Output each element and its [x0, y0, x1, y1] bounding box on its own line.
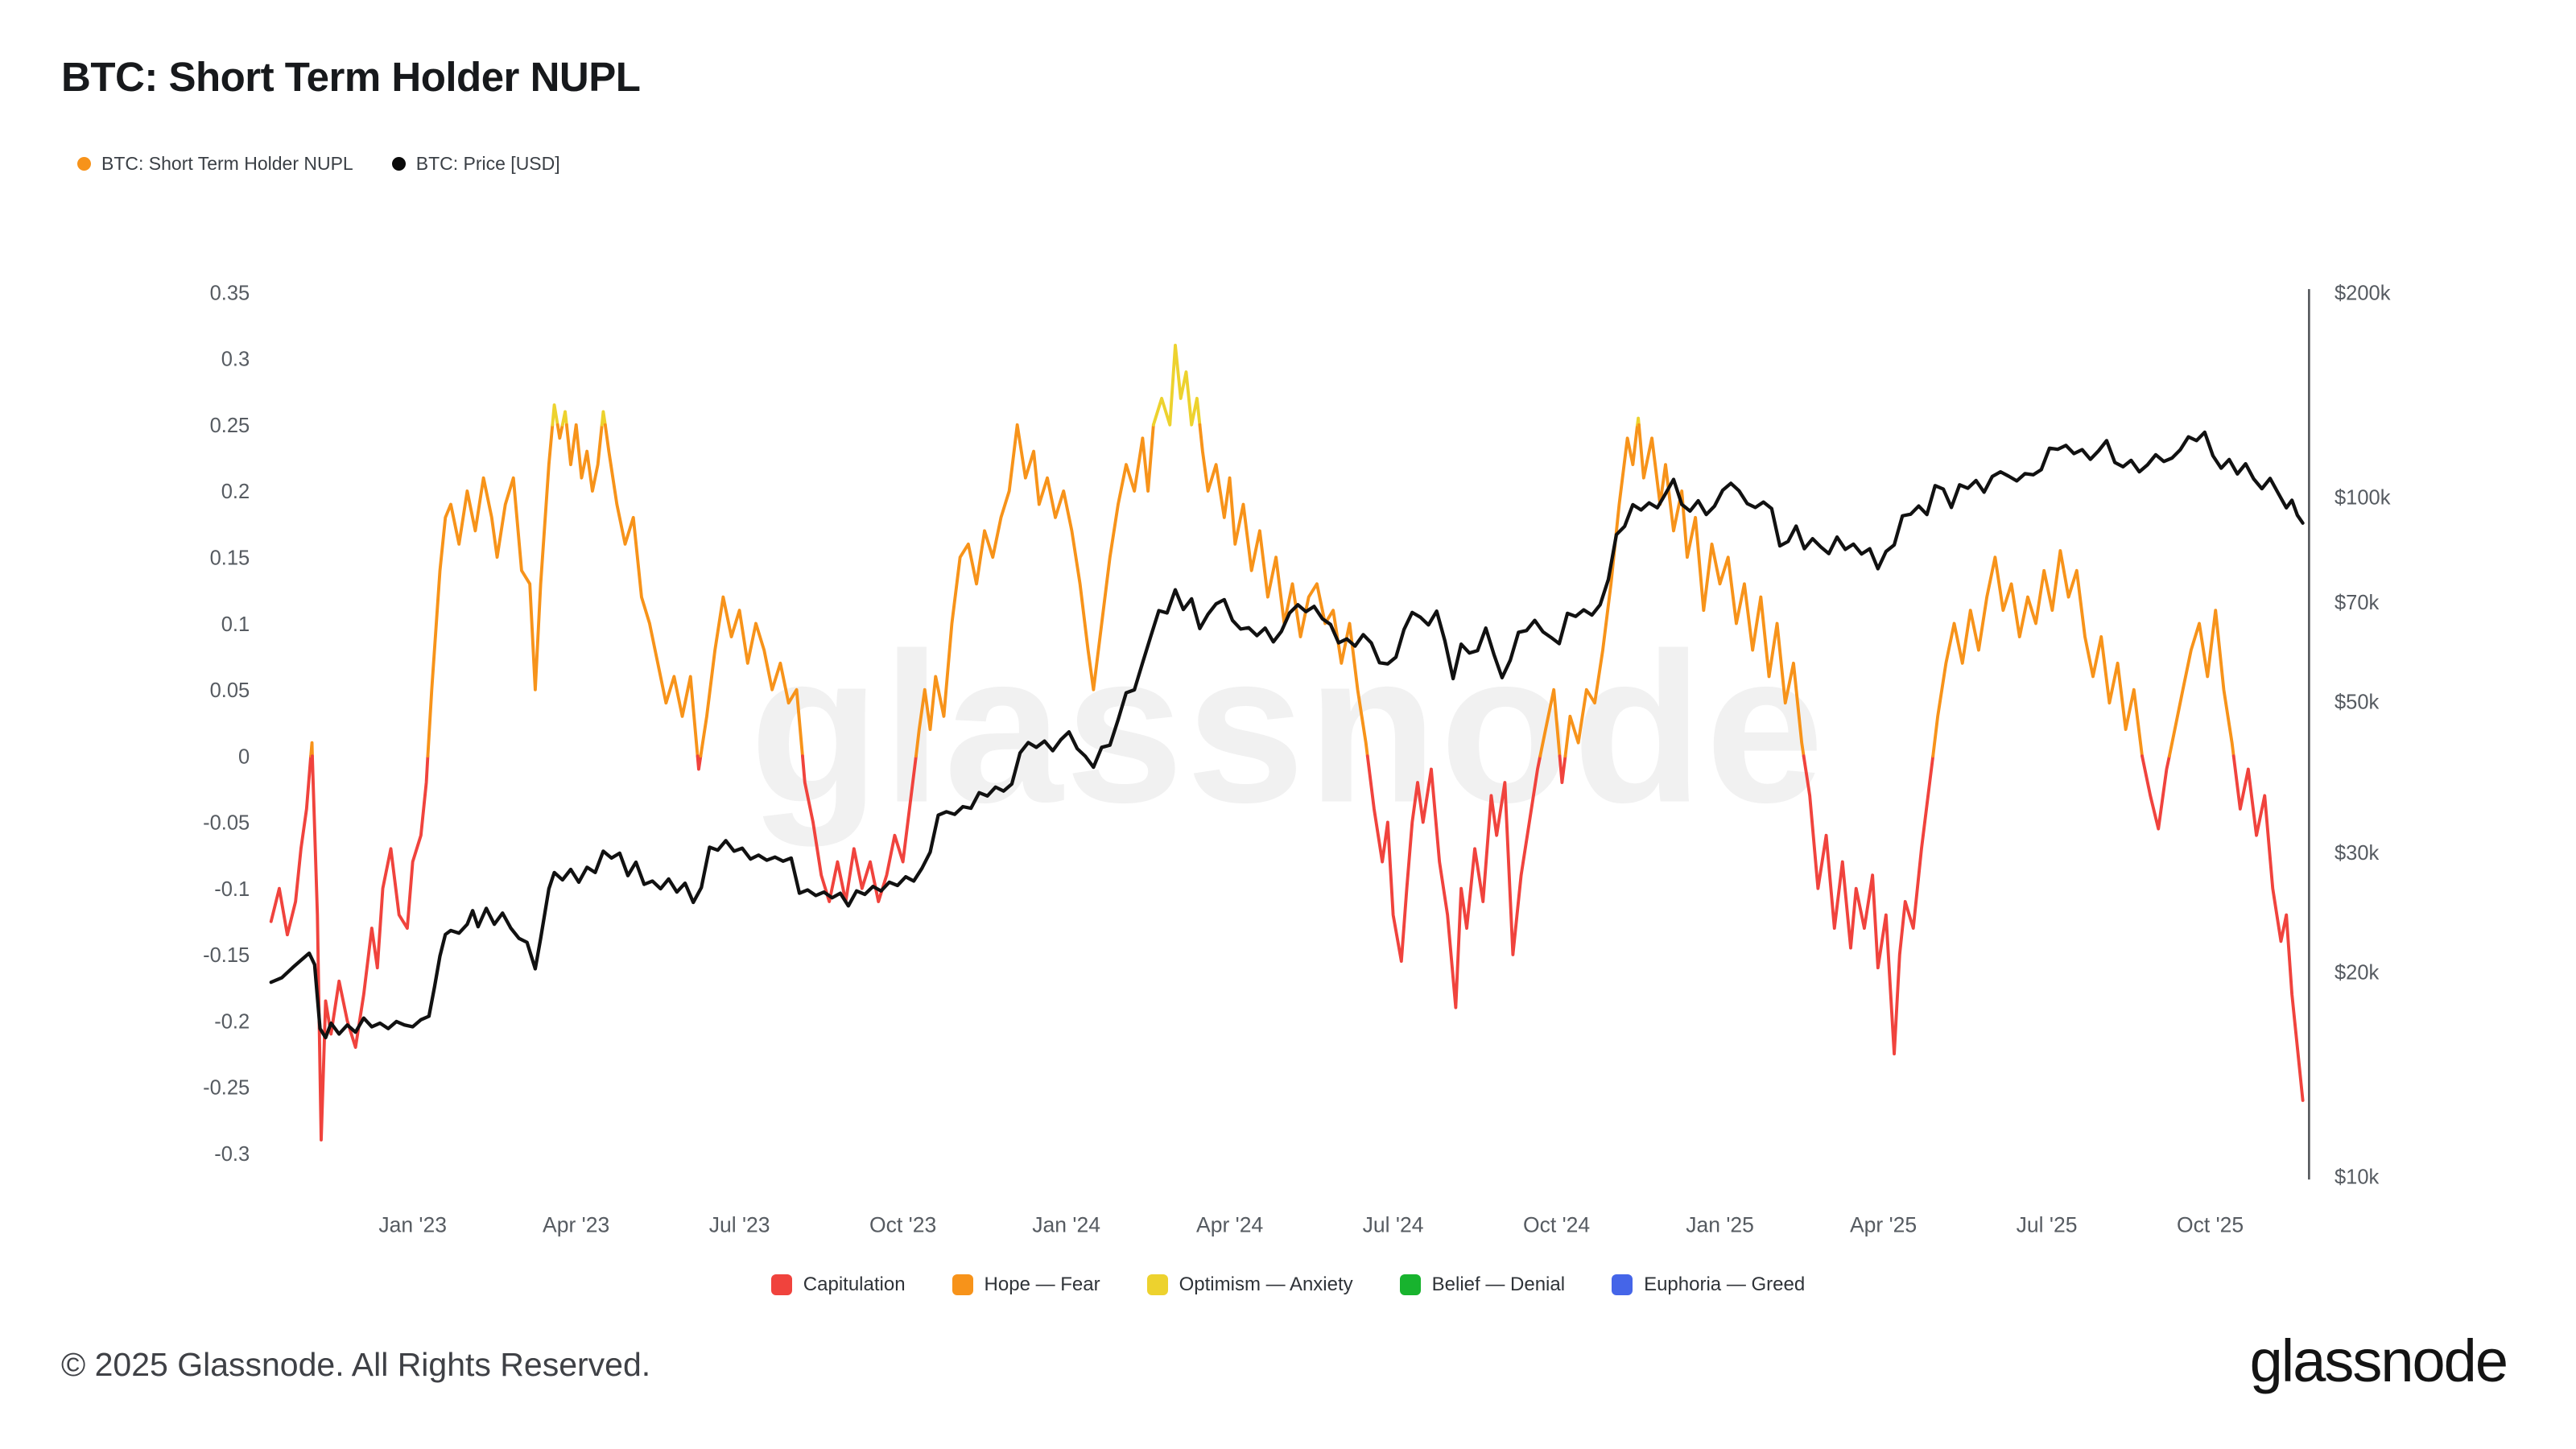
nupl-series-path — [560, 410, 568, 427]
nupl-series-path — [1538, 687, 1562, 758]
legend-label: Capitulation — [803, 1274, 906, 1295]
glassnode-logo: glassnode — [2249, 1327, 2508, 1394]
left-axis-tick-label: -0.1 — [214, 878, 250, 901]
left-axis-tick-label: 0.3 — [221, 349, 250, 371]
nupl-series-path — [564, 423, 604, 493]
nupl-series-path — [426, 423, 555, 758]
nupl-series-path — [1802, 754, 1935, 1056]
legend-label: Belief — Denial — [1431, 1274, 1566, 1295]
legend-label: BTC: Price [USD] — [415, 153, 560, 174]
legend-label: Euphoria — Greed — [1644, 1274, 1806, 1295]
legend-swatch-icon — [770, 1274, 792, 1295]
legend-swatch-icon — [1399, 1274, 1421, 1295]
x-axis-tick-label: Jan '23 — [378, 1213, 447, 1237]
series-legend: BTC: Short Term Holder NUPL BTC: Price [U… — [77, 153, 560, 175]
nupl-series-path — [1636, 416, 1641, 427]
left-axis-tick-label: 0.1 — [221, 613, 250, 636]
nupl-series-path — [2140, 754, 2171, 831]
legend-label: BTC: Short Term Holder NUPL — [101, 153, 353, 174]
legend-label: Optimism — Anxiety — [1179, 1274, 1353, 1295]
nupl-series-path — [600, 410, 607, 427]
nupl-series-path — [2231, 754, 2305, 1102]
nupl-series-path — [603, 423, 700, 758]
regime-legend-item-2[interactable]: Optimism — Anxiety — [1146, 1274, 1353, 1296]
nupl-series-path — [2167, 609, 2235, 758]
x-axis-tick-label: Apr '24 — [1196, 1213, 1263, 1237]
left-axis-tick-label: 0.2 — [221, 481, 250, 503]
copyright-text: © 2025 Glassnode. All Rights Reserved. — [61, 1346, 651, 1383]
legend-swatch-icon — [952, 1274, 973, 1295]
price-series-path — [269, 430, 2305, 1040]
top-legend-item-0[interactable]: BTC: Short Term Holder NUPL — [77, 153, 353, 175]
regime-legend-item-0[interactable]: Capitulation — [770, 1274, 906, 1296]
left-axis-tick-label: 0.05 — [210, 679, 250, 702]
regime-legend-item-3[interactable]: Belief — Denial — [1399, 1274, 1566, 1296]
regime-legend-item-1[interactable]: Hope — Fear — [952, 1274, 1100, 1296]
right-axis-tick-label: $20k — [2334, 961, 2380, 984]
legend-label: Hope — Fear — [984, 1274, 1100, 1295]
right-axis-tick-label: $70k — [2334, 592, 2380, 614]
left-axis-tick-label: -0.05 — [203, 812, 250, 835]
x-axis-tick-label: Jul '23 — [709, 1213, 770, 1237]
nupl-series-path — [1198, 423, 1369, 758]
nupl-series-path — [1563, 423, 1640, 758]
x-axis-tick-label: Apr '23 — [543, 1213, 609, 1237]
x-axis-tick-label: Oct '23 — [869, 1213, 936, 1237]
x-axis-tick-label: Oct '25 — [2177, 1213, 2244, 1237]
right-axis-tick-label: $100k — [2334, 486, 2391, 509]
regime-legend-item-4[interactable]: Euphoria — Greed — [1612, 1274, 1805, 1296]
x-axis-tick-label: Apr '25 — [1850, 1213, 1917, 1237]
left-axis-tick-label: 0.35 — [210, 282, 250, 304]
nupl-series-path — [551, 403, 559, 427]
nupl-series-path — [1365, 754, 1542, 1009]
regime-legend: Capitulation Hope — Fear Optimism — Anxiet… — [0, 1274, 2576, 1296]
legend-swatch-icon — [1146, 1274, 1168, 1295]
nupl-series-path — [696, 754, 703, 771]
right-axis-tick-label: $30k — [2334, 842, 2380, 865]
nupl-series-path — [699, 595, 804, 758]
left-axis-tick-label: -0.2 — [214, 1010, 250, 1033]
nupl-series-path — [269, 754, 313, 937]
x-axis-tick-label: Oct '24 — [1523, 1213, 1590, 1237]
nupl-series-path — [1637, 423, 1806, 758]
right-axis-tick-label: $50k — [2334, 691, 2380, 714]
nupl-series-path — [914, 423, 1155, 758]
legend-swatch-icon — [1612, 1274, 1633, 1295]
nupl-series-path — [801, 754, 918, 903]
page-title: BTC: Short Term Holder NUPL — [61, 54, 641, 100]
left-axis-tick-label: 0.15 — [210, 547, 250, 569]
left-axis-tick-label: -0.3 — [214, 1143, 250, 1166]
nupl-series-path — [555, 423, 564, 440]
legend-swatch-icon — [77, 157, 91, 171]
x-axis-tick-label: Jan '24 — [1032, 1213, 1100, 1237]
x-axis-tick-label: Jan '25 — [1686, 1213, 1754, 1237]
left-axis-tick-label: -0.25 — [203, 1077, 250, 1100]
left-axis-tick-label: 0.25 — [210, 415, 250, 437]
x-axis-tick-label: Jul '24 — [1363, 1213, 1424, 1237]
nupl-series-path — [311, 754, 430, 1142]
nupl-series-path — [1151, 344, 1202, 427]
left-axis-tick-label: 0 — [238, 745, 250, 768]
nupl-series-path — [309, 741, 314, 758]
nupl-series-path — [1558, 754, 1567, 784]
legend-swatch-icon — [391, 157, 406, 171]
left-axis-tick-label: -0.15 — [203, 944, 250, 967]
nupl-series-path — [1931, 549, 2144, 758]
right-axis-tick-label: $200k — [2334, 282, 2391, 304]
top-legend-item-1[interactable]: BTC: Price [USD] — [391, 153, 560, 175]
right-axis-tick-label: $10k — [2334, 1166, 2380, 1188]
x-axis-tick-label: Jul '25 — [2017, 1213, 2078, 1237]
